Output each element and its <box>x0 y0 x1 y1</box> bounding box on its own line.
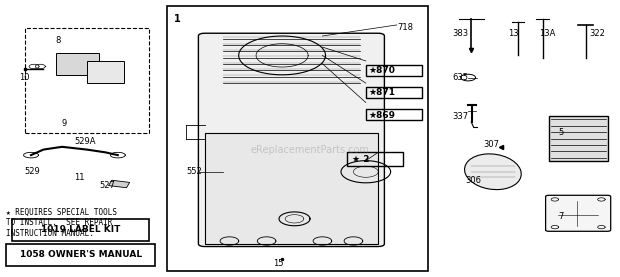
Bar <box>87 61 124 83</box>
Text: 1019 LABEL KIT: 1019 LABEL KIT <box>41 225 120 234</box>
Text: eReplacementParts.com: eReplacementParts.com <box>250 145 370 155</box>
Text: ★ REQUIRES SPECIAL TOOLS
TO INSTALL.  SEE REPAIR
INSTRUCTION MANUAL.: ★ REQUIRES SPECIAL TOOLS TO INSTALL. SEE… <box>6 208 117 238</box>
Text: 383: 383 <box>453 29 469 38</box>
Text: 1: 1 <box>174 14 180 24</box>
Text: 13: 13 <box>508 29 519 38</box>
Text: ★ 2: ★ 2 <box>352 155 370 164</box>
Text: 337: 337 <box>453 112 469 121</box>
Bar <box>12 219 149 241</box>
Text: 306: 306 <box>465 176 481 184</box>
Bar <box>167 6 428 271</box>
Bar <box>366 109 422 120</box>
Text: 7: 7 <box>558 212 564 220</box>
Text: 527: 527 <box>99 181 115 190</box>
Text: ★869: ★869 <box>369 111 396 119</box>
Bar <box>56 53 99 75</box>
Bar <box>366 87 422 98</box>
Text: 10: 10 <box>19 73 29 82</box>
Text: 15: 15 <box>273 259 283 268</box>
Text: 9: 9 <box>62 119 67 128</box>
Text: 13A: 13A <box>539 29 556 38</box>
Text: 635: 635 <box>453 73 469 82</box>
Bar <box>347 152 403 166</box>
Text: ★871: ★871 <box>369 88 396 97</box>
Ellipse shape <box>464 154 521 189</box>
Text: 1058 OWNER'S MANUAL: 1058 OWNER'S MANUAL <box>20 250 141 259</box>
Bar <box>6 244 155 266</box>
Text: 718: 718 <box>397 23 413 32</box>
Text: 322: 322 <box>589 29 605 38</box>
Bar <box>205 133 378 244</box>
FancyBboxPatch shape <box>546 195 611 231</box>
Text: 529A: 529A <box>74 137 96 146</box>
Text: 8: 8 <box>56 36 61 45</box>
Bar <box>549 116 608 161</box>
Text: 5: 5 <box>558 129 563 137</box>
Text: 307: 307 <box>484 140 500 148</box>
Bar <box>25 28 149 133</box>
Bar <box>366 65 422 76</box>
Bar <box>108 180 130 188</box>
FancyBboxPatch shape <box>198 33 384 247</box>
Text: 552: 552 <box>186 167 202 176</box>
Text: 11: 11 <box>74 173 85 182</box>
Text: ★870: ★870 <box>369 66 396 75</box>
Text: 529: 529 <box>25 167 40 176</box>
